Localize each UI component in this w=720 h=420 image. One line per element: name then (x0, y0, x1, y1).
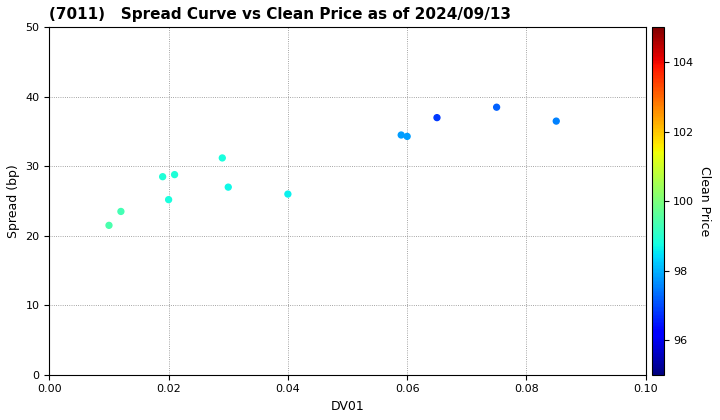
Point (103, 222, 114, 229)
Point (217, 155, 228, 161)
Point (282, 191, 294, 197)
Y-axis label: Spread (bp): Spread (bp) (7, 164, 20, 238)
Point (401, 133, 413, 140)
Y-axis label: Clean Price: Clean Price (698, 166, 711, 236)
Point (491, 104, 503, 110)
Point (163, 196, 174, 203)
Text: (7011)   Spread Curve vs Clean Price as of 2024/09/13: (7011) Spread Curve vs Clean Price as of… (50, 7, 511, 22)
Point (551, 118, 562, 124)
Point (395, 131, 407, 138)
Point (115, 208, 127, 215)
Point (157, 173, 168, 180)
X-axis label: DV01: DV01 (330, 400, 364, 413)
Point (168, 171, 180, 178)
Point (222, 184, 234, 191)
Point (431, 114, 443, 121)
